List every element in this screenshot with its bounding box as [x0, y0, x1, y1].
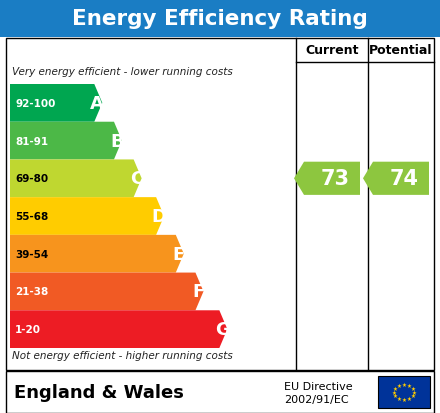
Text: Very energy efficient - lower running costs: Very energy efficient - lower running co… [12, 67, 233, 77]
Text: D: D [152, 207, 167, 225]
Text: ★: ★ [396, 396, 401, 401]
Text: 39-54: 39-54 [15, 249, 48, 259]
Polygon shape [10, 198, 164, 235]
Text: 69-80: 69-80 [15, 174, 48, 184]
Text: ★: ★ [407, 396, 411, 401]
Polygon shape [10, 85, 102, 122]
Text: 21-38: 21-38 [15, 287, 48, 297]
Bar [6, 39, 434, 370]
Text: ★: ★ [411, 389, 416, 394]
Bar [6, 371, 434, 413]
Text: C: C [130, 170, 143, 188]
Text: ★: ★ [407, 383, 411, 388]
Text: 92-100: 92-100 [15, 99, 55, 109]
Text: A: A [90, 95, 104, 113]
Text: 2002/91/EC: 2002/91/EC [284, 394, 348, 404]
Text: 81-91: 81-91 [15, 136, 48, 146]
Text: 1-20: 1-20 [15, 324, 41, 335]
Text: F: F [192, 283, 205, 301]
Text: 55-68: 55-68 [15, 211, 48, 221]
Bar [378, 376, 430, 408]
Text: Potential: Potential [369, 44, 433, 57]
Polygon shape [10, 311, 227, 348]
Text: ★: ★ [402, 397, 407, 402]
Polygon shape [10, 160, 142, 198]
Text: Energy Efficiency Rating: Energy Efficiency Rating [72, 9, 368, 29]
Text: Not energy efficient - higher running costs: Not energy efficient - higher running co… [12, 350, 233, 360]
Text: ★: ★ [410, 386, 415, 391]
Bar [0, 0, 440, 38]
Text: B: B [110, 132, 124, 150]
Text: ★: ★ [402, 382, 407, 387]
Text: G: G [215, 320, 230, 338]
Text: Current: Current [305, 44, 359, 57]
Text: 74: 74 [389, 169, 418, 189]
Text: 73: 73 [320, 169, 349, 189]
Text: EU Directive: EU Directive [284, 381, 352, 391]
Polygon shape [10, 235, 184, 273]
Polygon shape [363, 162, 429, 195]
Polygon shape [10, 122, 122, 160]
Polygon shape [294, 162, 360, 195]
Text: ★: ★ [392, 389, 396, 394]
Text: ★: ★ [393, 386, 398, 391]
Text: ★: ★ [396, 383, 401, 388]
Polygon shape [10, 273, 203, 311]
Text: E: E [172, 245, 185, 263]
Text: ★: ★ [393, 393, 398, 398]
Text: England & Wales: England & Wales [14, 383, 184, 401]
Text: ★: ★ [410, 393, 415, 398]
